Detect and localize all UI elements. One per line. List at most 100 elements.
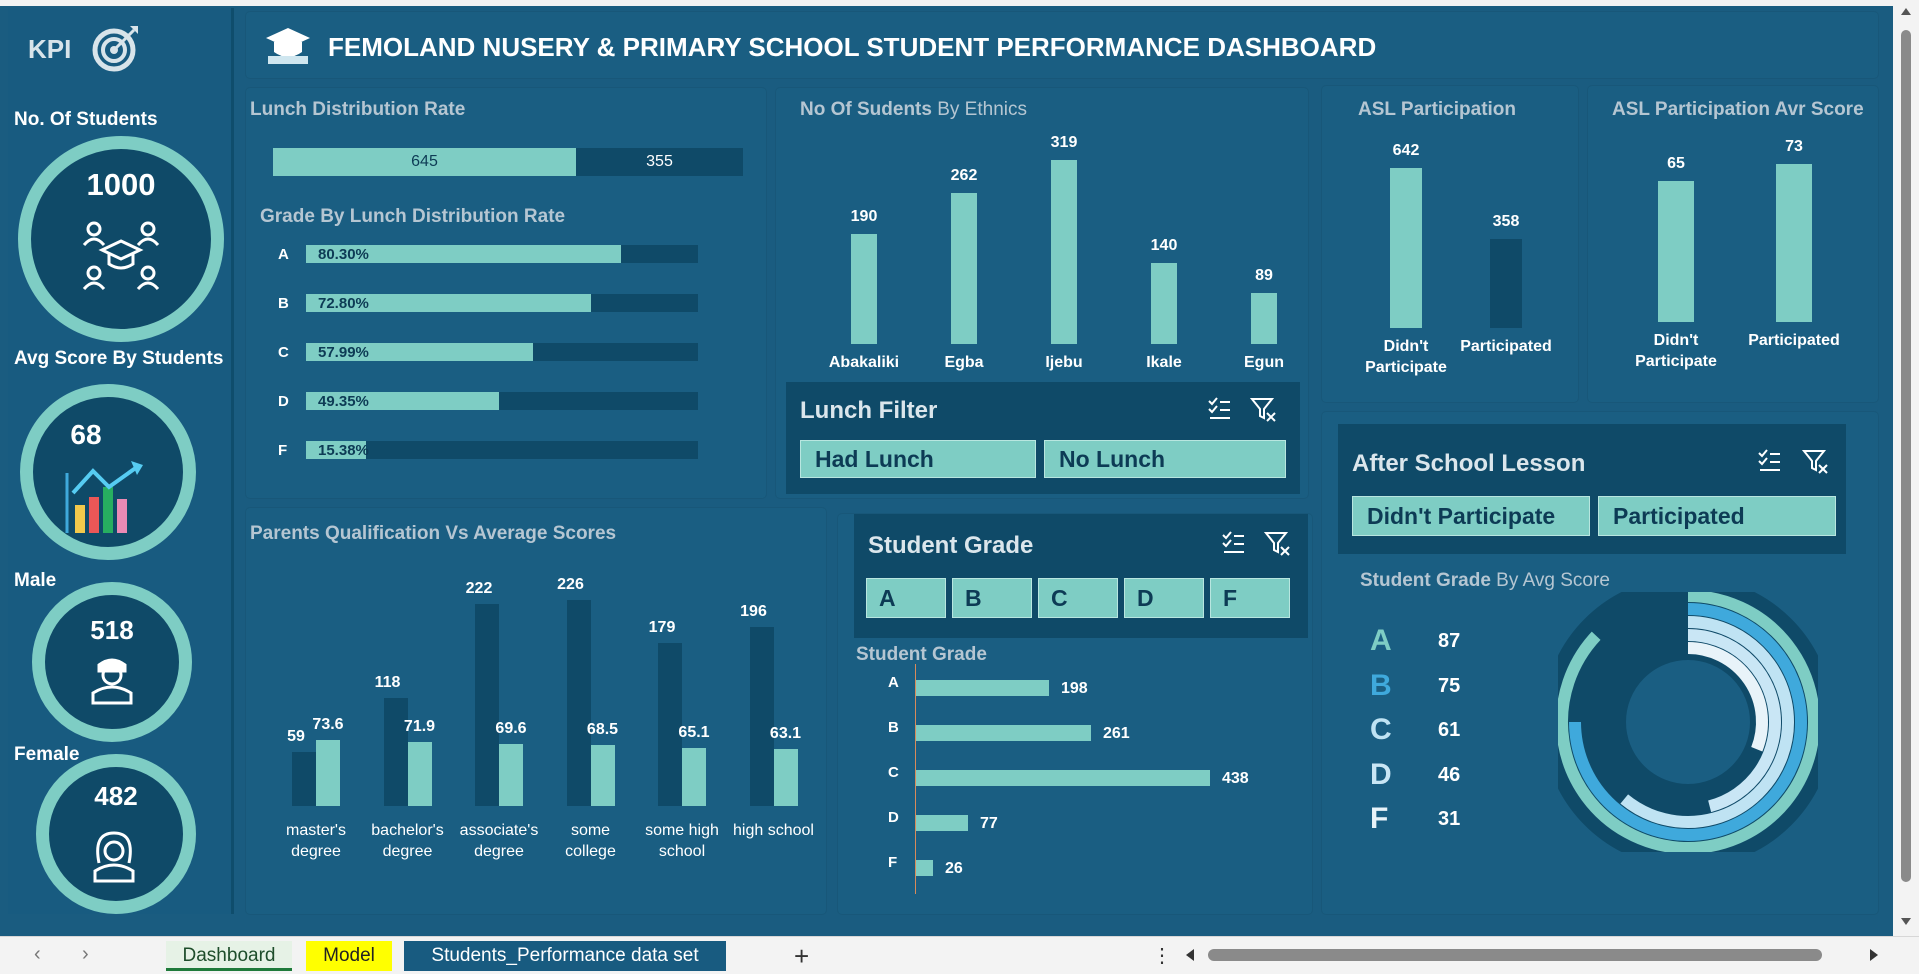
tab-model[interactable]: Model: [306, 941, 392, 971]
parents-count-bar: [566, 600, 591, 806]
parents-count-bar: [749, 627, 774, 806]
lunch-filter-none[interactable]: No Lunch: [1044, 440, 1286, 478]
parents-title: Parents Qualification Vs Average Scores: [250, 523, 617, 544]
hscroll-right-arrow[interactable]: [1870, 949, 1878, 961]
ethnics-bar: [951, 193, 977, 344]
parents-category-label: master's: [286, 822, 346, 839]
kpi-students-value: 1000: [86, 167, 156, 202]
ethnics-title-rest: By Ethnics: [931, 99, 1027, 120]
prev-sheet-arrow[interactable]: ‹: [34, 943, 41, 965]
asl-avg-panel: ASL Participation Avr Score 65 Didn't Par…: [1588, 86, 1878, 402]
after-school-didnt[interactable]: Didn't Participate: [1352, 496, 1590, 536]
after-school-title: After School Lesson: [1352, 450, 1586, 477]
tab-dashboard[interactable]: Dashboard: [166, 941, 292, 971]
lunch-had-bar: [273, 148, 576, 176]
lunch-filter-slicer: Lunch Filter Had Lunch No Lunch: [786, 382, 1300, 494]
grade-lunch-pct: 72.80%: [318, 295, 369, 312]
kpi-male-value: 518: [90, 615, 134, 645]
parents-category-label: some high: [645, 822, 719, 839]
kpi-female-ring: 482: [36, 754, 196, 914]
radial-bar-b: [1569, 603, 1807, 841]
grade-avg-title: Student Grade By Avg Score: [1360, 570, 1610, 592]
kpi-logo: KPI: [28, 20, 138, 72]
multi-select-icon[interactable]: [1756, 448, 1782, 474]
clear-filter-icon[interactable]: [1802, 448, 1828, 474]
student-grade-letter: A: [888, 674, 899, 691]
window-top-strip: [0, 0, 1919, 6]
ethnics-value: 262: [950, 167, 978, 184]
logo-text: KPI: [28, 34, 72, 64]
ethnics-label: Egba: [944, 354, 984, 371]
grade-avg-value: 31: [1438, 808, 1461, 830]
parents-score-bar: [773, 749, 798, 806]
more-options-icon[interactable]: ⋮: [1152, 945, 1172, 967]
student-grade-value: 77: [980, 815, 998, 832]
next-sheet-arrow[interactable]: ›: [82, 943, 89, 965]
grade-avg-value: 87: [1438, 630, 1461, 652]
female-student-icon: [93, 831, 135, 883]
student-grade-letter: D: [888, 809, 899, 826]
clear-filter-icon[interactable]: [1264, 530, 1290, 556]
grade-slicer-a[interactable]: A: [866, 578, 946, 618]
asl-value: 642: [1392, 142, 1420, 159]
asl-avg-value: 73: [1785, 138, 1803, 155]
student-grade-letter: C: [888, 764, 899, 781]
grade-lunch-letter: D: [278, 393, 289, 410]
ethnics-label: Abakaliki: [828, 354, 900, 371]
parents-category-label: school: [658, 843, 706, 860]
male-student-icon: [91, 658, 133, 705]
horizontal-scroll-thumb[interactable]: [1208, 949, 1822, 961]
parents-count-bar: [658, 643, 682, 806]
grade-lunch-pct: 49.35%: [318, 393, 369, 410]
grade-lunch-letter: A: [278, 246, 289, 263]
ethnics-label: Egun: [1244, 354, 1284, 371]
student-grade-value: 261: [1103, 725, 1130, 742]
tab-students-data[interactable]: Students_Performance data set: [404, 941, 726, 971]
parents-category-label: high school: [733, 822, 814, 839]
add-sheet-button[interactable]: +: [794, 941, 810, 971]
vertical-scrollbar[interactable]: [1893, 0, 1919, 936]
grade-slicer-b[interactable]: B: [952, 578, 1032, 618]
clear-filter-icon[interactable]: [1250, 396, 1276, 422]
grade-lunch-bar: [306, 441, 366, 459]
grade-avg-letter: D: [1370, 757, 1392, 791]
scroll-thumb[interactable]: [1901, 30, 1911, 882]
page-title: FEMOLAND NUSERY & PRIMARY SCHOOL STUDENT…: [328, 32, 1377, 62]
kpi-female-value: 482: [94, 781, 138, 811]
grade-avg-radial-chart: [1558, 592, 1818, 852]
lunch-filter-had[interactable]: Had Lunch: [800, 440, 1036, 478]
multi-select-icon[interactable]: [1206, 396, 1232, 422]
grade-avg-letter: B: [1370, 668, 1392, 702]
kpi-students-ring: 1000: [18, 136, 224, 342]
grade-slicer-c[interactable]: C: [1038, 578, 1118, 618]
kpi-sidebar: KPI No. Of Students 1000 Avg Score By St…: [8, 8, 234, 914]
grade-lunch-pct: 80.30%: [318, 246, 369, 263]
after-school-participated[interactable]: Participated: [1598, 496, 1836, 536]
ethnics-label: Ijebu: [1045, 354, 1083, 371]
parents-category-label: associate's: [459, 822, 539, 839]
grade-lunch-pct: 15.38%: [318, 442, 369, 459]
lunch-none-value: 355: [646, 153, 673, 170]
grade-slicer-f[interactable]: F: [1210, 578, 1290, 618]
grade-avg-letter: A: [1370, 624, 1392, 657]
hscroll-left-arrow[interactable]: [1186, 949, 1194, 961]
ethnics-bar: [851, 234, 877, 344]
parents-score-bar: [499, 744, 523, 806]
bar-chart-icon: [65, 461, 143, 533]
parents-count-value: 222: [465, 580, 493, 597]
asl-label: Participated: [1460, 338, 1552, 355]
radial-bar-f: [1687, 642, 1768, 752]
ethnics-value: 89: [1255, 267, 1273, 284]
multi-select-icon[interactable]: [1220, 530, 1246, 556]
students-icon: [82, 221, 160, 291]
kpi-male-ring: 518: [32, 582, 192, 742]
grade-avg-title-rest: By Avg Score: [1490, 570, 1610, 591]
scroll-down-arrow[interactable]: [1901, 918, 1911, 925]
sheet-tab-bar: ‹ › Dashboard Model Students_Performance…: [0, 936, 1919, 974]
kpi-students-label: No. Of Students: [14, 109, 158, 130]
grade-slicer-d[interactable]: D: [1124, 578, 1204, 618]
scroll-up-arrow[interactable]: [1901, 8, 1911, 15]
radial-bar-d: [1687, 629, 1782, 813]
